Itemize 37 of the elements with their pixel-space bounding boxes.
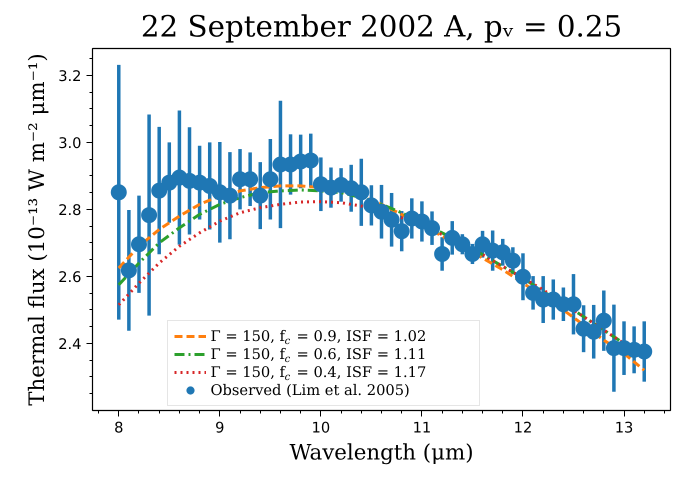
point [374,204,390,220]
point [514,268,531,285]
point [262,171,278,188]
x-tick-label: 13 [614,420,634,436]
point [353,184,370,200]
legend-label: Observed (Lim et al. 2005) [210,382,410,399]
x-tick-label: 11 [412,420,432,436]
x-tick-label: 9 [215,420,224,436]
point [252,188,268,204]
x-axis-title: Wavelength (μm) [289,440,474,466]
x-tick-label: 12 [514,420,532,436]
x-tick-label: 8 [114,420,124,436]
y-tick-label: 2.4 [58,336,82,353]
point [424,220,440,236]
y-tick-label: 3.0 [58,134,82,152]
point [454,236,470,252]
point [434,246,450,262]
point [596,312,612,329]
point [222,188,238,204]
point [120,262,137,278]
point [636,344,652,360]
point [504,252,521,269]
point [141,207,158,224]
y-tick-label: 2.8 [58,202,82,219]
y-tick-label: 3.2 [58,68,82,85]
y-tick-label: 2.6 [58,268,82,286]
point [151,182,168,199]
chart-title: 22 September 2002 A, pᵥ = 0.25 [140,10,622,44]
point [394,223,410,240]
point [110,184,127,200]
point [494,244,511,260]
point [586,324,602,340]
point [130,236,147,252]
y-axis-title: Thermal flux (10⁻¹³ W m⁻² μm⁻¹) [25,53,50,406]
point [384,212,400,228]
point [464,246,480,262]
x-tick-label: 10 [312,420,330,436]
